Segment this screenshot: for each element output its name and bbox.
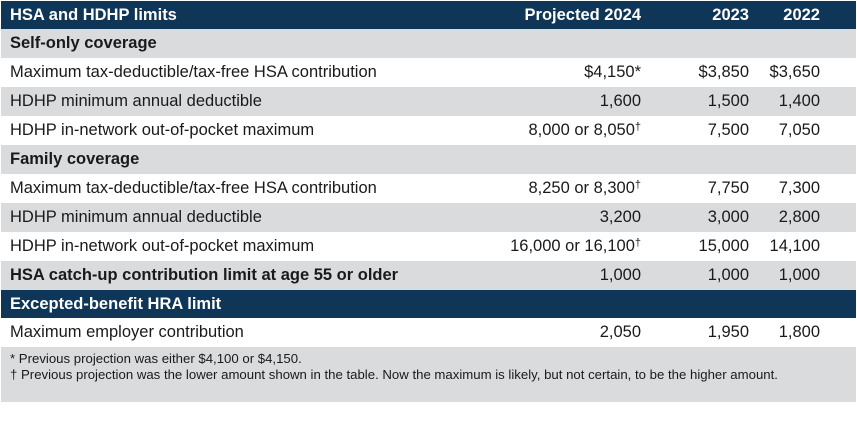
section-family: Family coverage [1, 145, 856, 174]
row-label: Maximum tax-deductible/tax-free HSA cont… [1, 58, 476, 87]
footnote-1: * Previous projection was either $4,100 … [10, 351, 302, 366]
table-row: Maximum tax-deductible/tax-free HSA cont… [1, 58, 856, 87]
row-projected: 8,250 or 8,300† [476, 174, 653, 203]
row-projected: 2,050 [476, 318, 653, 347]
header-title: HSA and HDHP limits [1, 1, 476, 29]
row-label: HDHP in-network out-of-pocket maximum [1, 232, 476, 261]
section-title-hra: Excepted-benefit HRA limit [1, 290, 856, 318]
table-header-row: HSA and HDHP limits Projected 2024 2023 … [1, 1, 856, 29]
row-projected: 3,200 [476, 203, 653, 232]
row-label: HDHP minimum annual deductible [1, 203, 476, 232]
row-2023: 15,000 [653, 232, 757, 261]
row-label: Maximum tax-deductible/tax-free HSA cont… [1, 174, 476, 203]
row-2023: 1,500 [653, 87, 757, 116]
row-label: Maximum employer contribution [1, 318, 476, 347]
row-2023: 7,500 [653, 116, 757, 145]
hsa-limits-table: HSA and HDHP limits Projected 2024 2023 … [1, 1, 856, 347]
section-title-self-only: Self-only coverage [1, 29, 856, 58]
footnote-2: † Previous projection was the lower amou… [10, 367, 850, 383]
row-label: HDHP in-network out-of-pocket maximum [1, 116, 476, 145]
row-2023: 7,750 [653, 174, 757, 203]
row-projected: $4,150* [476, 58, 653, 87]
header-projected-2024: Projected 2024 [476, 1, 653, 29]
row-label: HDHP minimum annual deductible [1, 87, 476, 116]
row-projected: 16,000 or 16,100† [476, 232, 653, 261]
section-title-family: Family coverage [1, 145, 856, 174]
catchup-2023: 1,000 [653, 261, 757, 290]
table-row: Maximum employer contribution 2,050 1,95… [1, 318, 856, 347]
catchup-2022: 1,000 [757, 261, 856, 290]
table-row: HDHP in-network out-of-pocket maximum 16… [1, 232, 856, 261]
dagger-footnote-mark: † [634, 237, 641, 249]
row-2022: 1,800 [757, 318, 856, 347]
section-hra: Excepted-benefit HRA limit [1, 290, 856, 318]
row-2023: 1,950 [653, 318, 757, 347]
projected-value: 8,000 or 8,050 [528, 121, 635, 139]
dagger-footnote-mark: † [634, 121, 641, 133]
row-2022: 1,400 [757, 87, 856, 116]
row-2022: 7,300 [757, 174, 856, 203]
table-row: HDHP in-network out-of-pocket maximum 8,… [1, 116, 856, 145]
header-2022: 2022 [757, 1, 856, 29]
footnotes: * Previous projection was either $4,100 … [1, 347, 856, 402]
row-2022: 7,050 [757, 116, 856, 145]
catchup-row: HSA catch-up contribution limit at age 5… [1, 261, 856, 290]
row-projected: 8,000 or 8,050† [476, 116, 653, 145]
row-2022: 14,100 [757, 232, 856, 261]
row-2023: 3,000 [653, 203, 757, 232]
catchup-projected: 1,000 [476, 261, 653, 290]
row-2023: $3,850 [653, 58, 757, 87]
row-2022: $3,650 [757, 58, 856, 87]
row-projected: 1,600 [476, 87, 653, 116]
footnote-2-text: Previous projection was the lower amount… [17, 367, 778, 382]
projected-value: 8,250 or 8,300 [528, 179, 635, 197]
dagger-footnote-mark: † [634, 179, 641, 191]
dagger-footnote-mark: † [10, 367, 18, 382]
row-2022: 2,800 [757, 203, 856, 232]
table-row: HDHP minimum annual deductible 1,600 1,5… [1, 87, 856, 116]
table-row: Maximum tax-deductible/tax-free HSA cont… [1, 174, 856, 203]
section-self-only: Self-only coverage [1, 29, 856, 58]
projected-value: 16,000 or 16,100 [510, 237, 635, 255]
catchup-label: HSA catch-up contribution limit at age 5… [1, 261, 476, 290]
header-2023: 2023 [653, 1, 757, 29]
table-row: HDHP minimum annual deductible 3,200 3,0… [1, 203, 856, 232]
